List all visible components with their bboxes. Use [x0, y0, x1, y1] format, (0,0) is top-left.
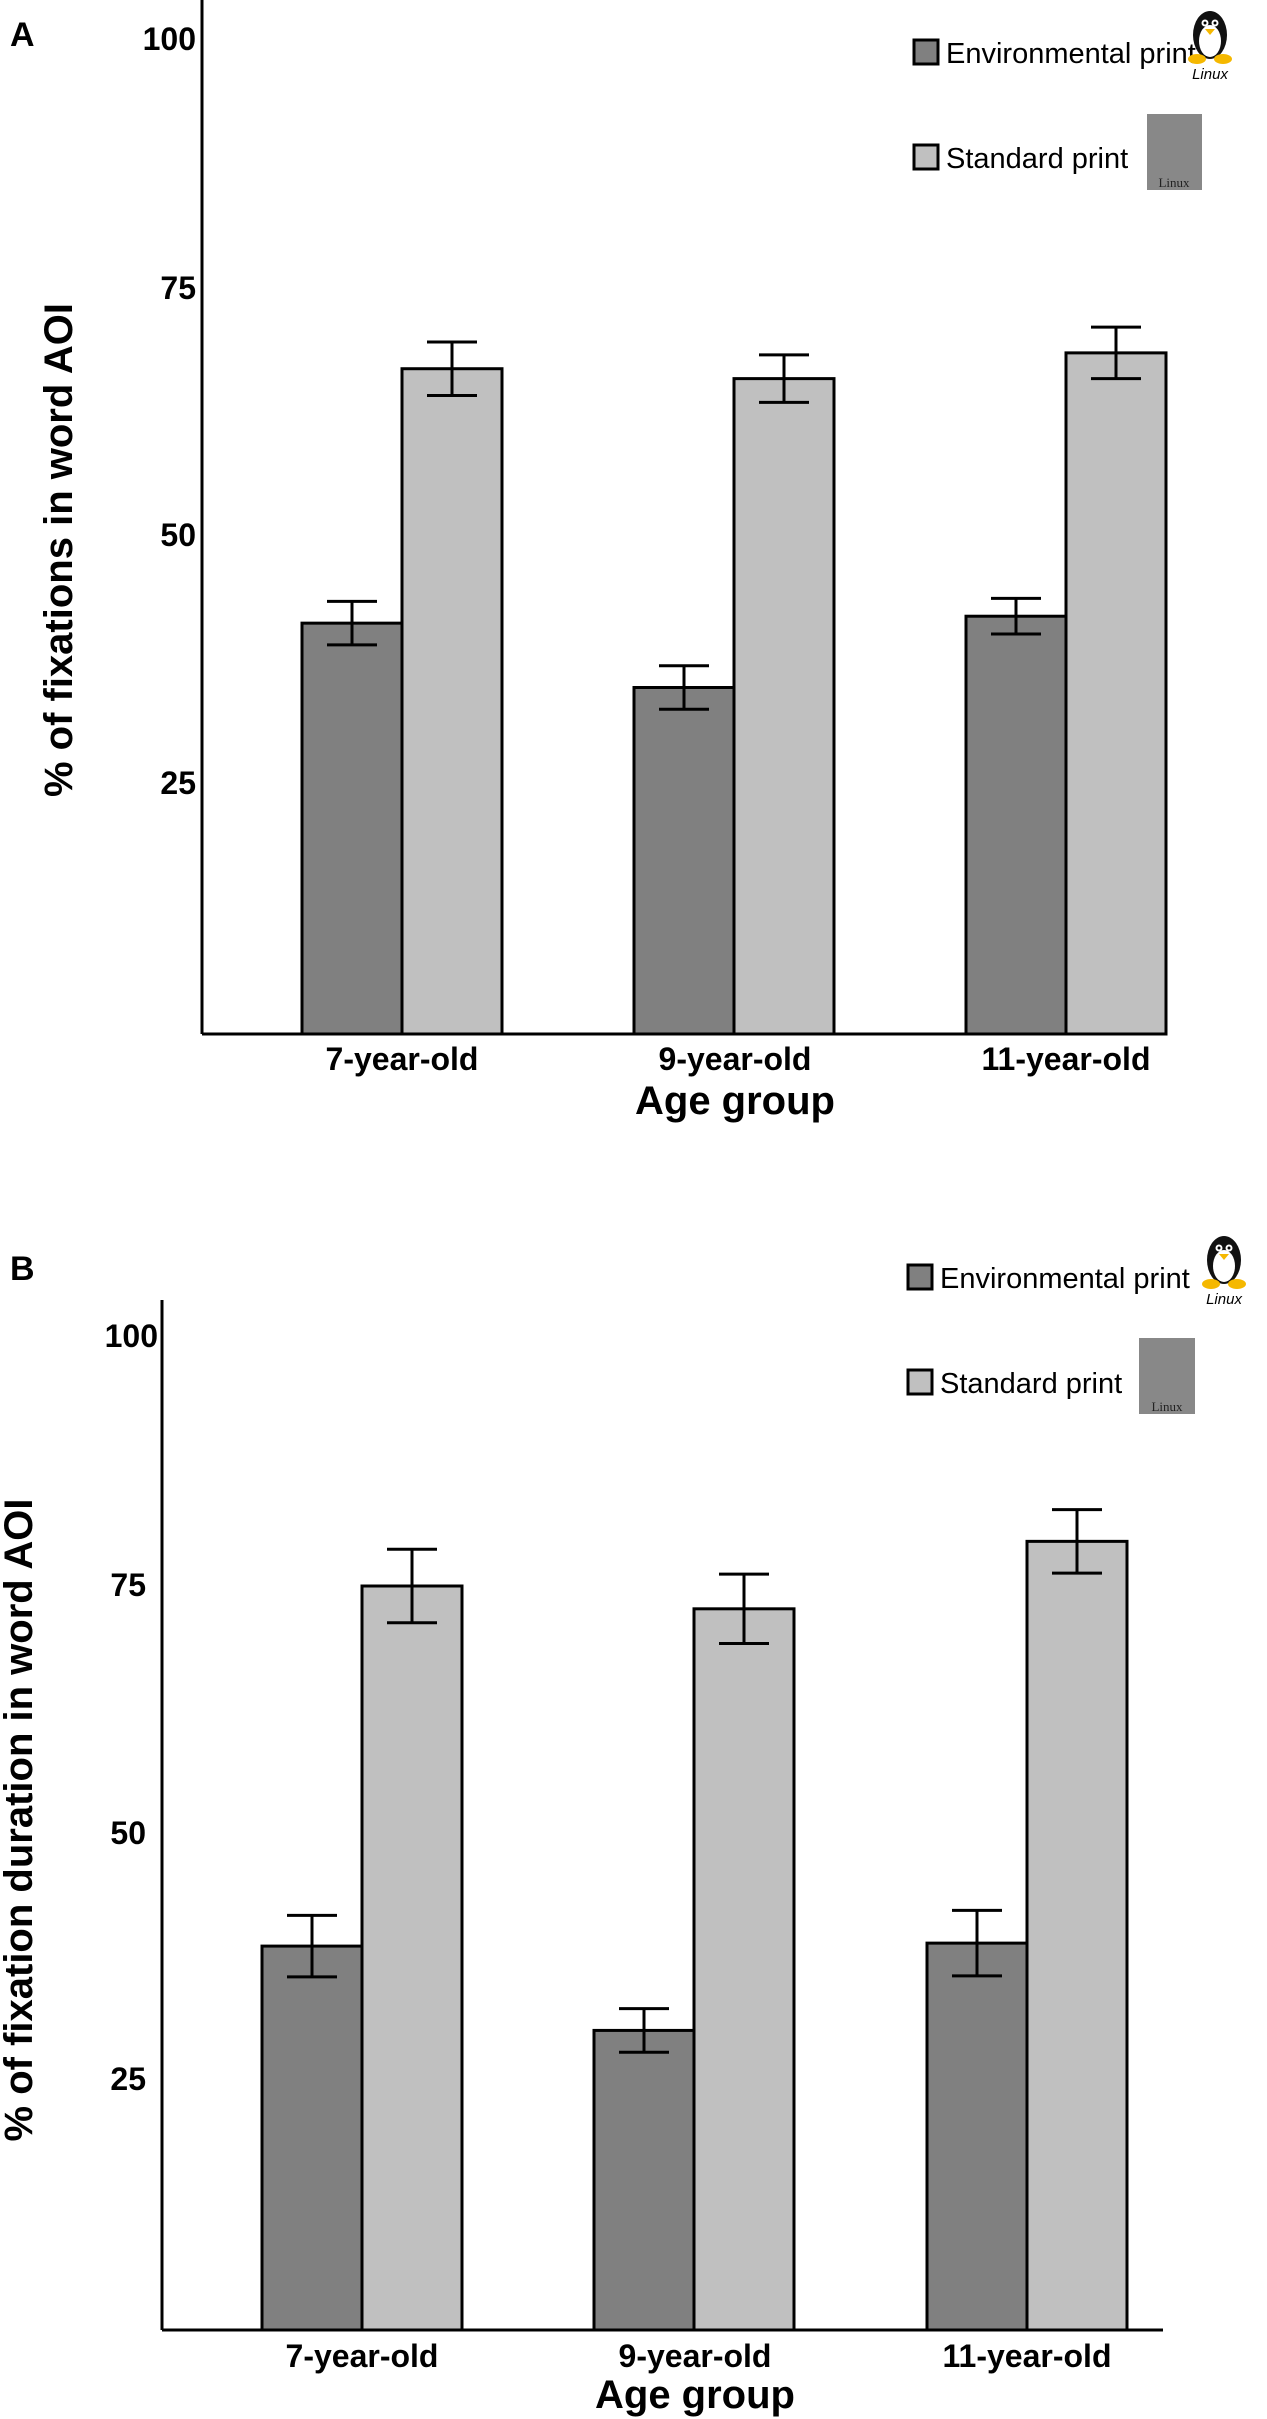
linux-box-icon: Linux: [1147, 114, 1202, 190]
legend-swatch-env-b: [906, 1263, 934, 1291]
errorbar-env-7yr-b: [287, 1913, 337, 1979]
errorbar-env-11yr-a: [991, 596, 1041, 636]
bar-std-9yr-b: [692, 1607, 796, 2332]
bar-std-11yr-a: [1064, 351, 1168, 1036]
panel-label-a: A: [10, 16, 35, 54]
legend-label-env-b: Environmental print: [940, 1263, 1190, 1295]
bar-env-9yr-b: [592, 2028, 696, 2332]
legend-label-std-a: Standard print: [946, 143, 1128, 175]
bar-env-7yr-a: [300, 621, 404, 1036]
errorbar-std-7yr-a: [427, 340, 477, 397]
errorbar-std-9yr-a: [759, 353, 809, 404]
errorbar-env-9yr-b: [619, 2007, 669, 2054]
errorbar-std-11yr-a: [1091, 325, 1141, 381]
x-tick-7yr-a: 7-year-old: [326, 1041, 479, 1077]
linux-penguin-icon: Linux: [1202, 1236, 1246, 1308]
x-tick-9yr-a: 9-year-old: [659, 1041, 812, 1077]
bar-env-7yr-b: [260, 1944, 364, 2332]
y-axis-label-a: % of fixations in word AOI: [37, 303, 81, 797]
y-axis-label-b: % of fixation duration in word AOI: [0, 1499, 41, 2142]
y-tick-75-b: 75: [110, 1567, 146, 1603]
x-axis-label-a: Age group: [635, 1079, 835, 1123]
bar-env-9yr-a: [632, 686, 736, 1036]
panel-b: B 100 75 50 25 % of fixation duration in…: [0, 1236, 1246, 2417]
legend-label-env-a: Environmental print: [946, 38, 1196, 70]
legend-b: Environmental print Standard print Linux…: [906, 1236, 1246, 1414]
errorbar-std-7yr-b: [387, 1547, 437, 1625]
panel-a: A 100 75 50 25 % of fixations in word AO…: [10, 0, 1232, 1123]
errorbar-env-9yr-a: [659, 664, 709, 711]
legend-label-std-b: Standard print: [940, 1368, 1122, 1400]
errorbar-std-11yr-b: [1052, 1508, 1102, 1575]
legend-swatch-std-a: [912, 143, 940, 171]
x-tick-9yr-b: 9-year-old: [619, 2338, 772, 2374]
linux-caption-b: Linux: [1206, 1291, 1242, 1308]
x-tick-11yr-b: 11-year-old: [943, 2338, 1112, 2374]
y-tick-25-a: 25: [160, 765, 196, 801]
bar-std-7yr-a: [400, 367, 504, 1036]
x-tick-11yr-a: 11-year-old: [982, 1041, 1151, 1077]
legend-swatch-env-a: [912, 38, 940, 66]
y-tick-50-b: 50: [110, 1815, 146, 1851]
errorbar-env-11yr-b: [952, 1908, 1002, 1978]
errorbar-env-7yr-a: [327, 599, 377, 647]
errorbar-std-9yr-b: [719, 1572, 769, 1646]
y-tick-100-a: 100: [143, 21, 196, 57]
panel-label-b: B: [10, 1250, 35, 1288]
bar-std-9yr-a: [732, 377, 836, 1036]
y-tick-25-b: 25: [110, 2061, 146, 2097]
legend-a: Environmental print Standard print Linux…: [912, 11, 1232, 190]
linux-box-caption-a: Linux: [1158, 175, 1190, 190]
x-tick-7yr-b: 7-year-old: [286, 2338, 439, 2374]
bar-env-11yr-a: [964, 614, 1068, 1036]
x-axis-label-b: Age group: [595, 2373, 795, 2417]
bar-std-11yr-b: [1025, 1539, 1129, 2332]
linux-box-icon: Linux: [1139, 1338, 1195, 1414]
legend-swatch-std-b: [906, 1368, 934, 1396]
y-tick-75-a: 75: [160, 270, 196, 306]
y-tick-100-b: 100: [105, 1318, 158, 1354]
linux-caption-a: Linux: [1192, 66, 1228, 83]
bar-std-7yr-b: [360, 1584, 464, 2332]
y-tick-50-a: 50: [160, 517, 196, 553]
bar-env-11yr-b: [925, 1941, 1029, 2332]
linux-box-caption-b: Linux: [1151, 1399, 1183, 1414]
linux-penguin-icon: Linux: [1188, 11, 1232, 83]
